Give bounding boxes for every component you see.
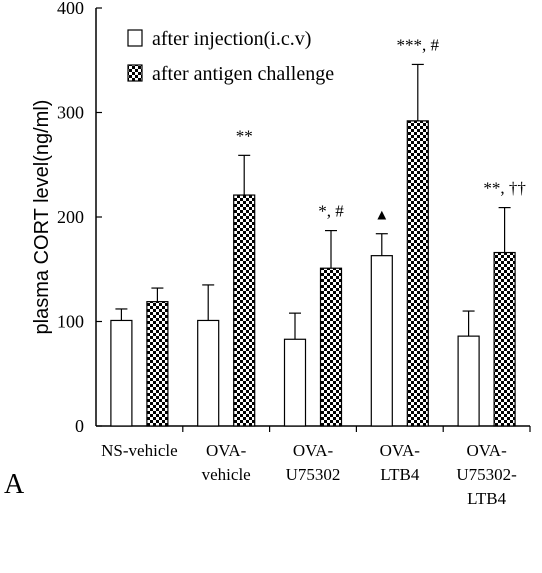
x-category-label: OVA-	[380, 441, 421, 460]
y-tick-label: 200	[57, 207, 84, 227]
significance-annotation: **	[236, 126, 253, 145]
bar-after-challenge	[493, 251, 516, 427]
bar-after-challenge	[319, 267, 343, 427]
bar-after-injection	[370, 255, 393, 427]
y-axis-label: plasma CORT level(ng/ml)	[31, 100, 53, 335]
x-category-label: U75302-	[456, 465, 517, 484]
significance-annotation: ▲	[374, 208, 389, 224]
x-category-label: OVA-	[466, 441, 507, 460]
bar-after-injection	[197, 319, 220, 427]
y-tick-label: 100	[57, 312, 84, 332]
bar-after-challenge	[233, 194, 256, 427]
x-category-label: NS-vehicle	[101, 441, 177, 460]
legend-label-challenge: after antigen challenge	[152, 63, 334, 85]
significance-annotation: ***, #	[397, 35, 440, 54]
y-tick-label: 400	[57, 0, 84, 18]
y-tick-label: 0	[75, 416, 84, 436]
bar-after-injection	[110, 319, 133, 427]
significance-annotation: **, ††	[483, 179, 526, 198]
x-category-label: OVA-	[206, 441, 247, 460]
x-category-label: LTB4	[467, 489, 507, 508]
legend-label-injection: after injection(i.c.v)	[152, 28, 311, 50]
x-category-label: vehicle	[202, 465, 251, 484]
x-category-label: OVA-	[293, 441, 334, 460]
panel-label: A	[4, 469, 25, 500]
legend-swatch-challenge	[127, 64, 143, 82]
x-category-label: U75302	[286, 465, 341, 484]
x-category-label: LTB4	[380, 465, 420, 484]
bar-after-injection	[457, 335, 480, 427]
bar-after-injection	[283, 338, 307, 427]
legend: after injection(i.c.v) after antigen cha…	[127, 28, 334, 85]
bar-after-challenge	[146, 301, 169, 427]
y-tick-label: 300	[57, 103, 84, 123]
significance-annotation: *, #	[318, 202, 344, 221]
legend-swatch-injection	[127, 29, 143, 47]
bar-after-challenge	[406, 120, 429, 427]
